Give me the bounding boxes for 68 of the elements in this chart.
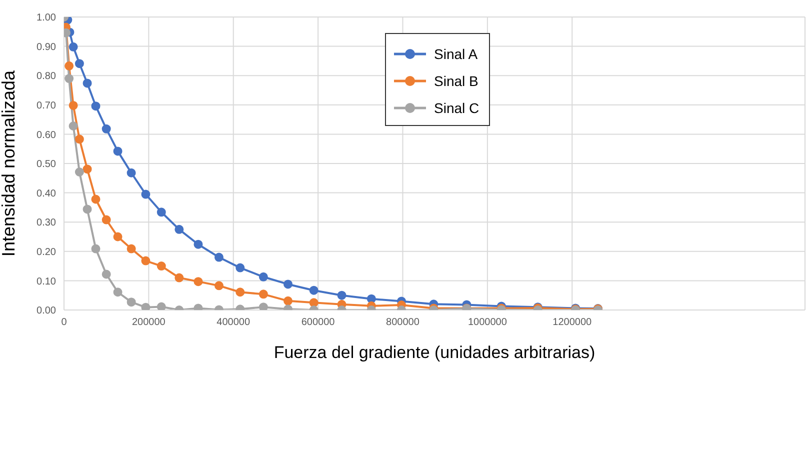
y-tick-label: 0.70	[36, 100, 56, 112]
point	[74, 134, 84, 144]
point	[113, 288, 122, 297]
legend-label: Sinal A	[434, 46, 478, 62]
point	[64, 74, 74, 84]
x-tick-label: 0	[61, 317, 68, 328]
point	[68, 100, 78, 110]
point	[337, 290, 346, 300]
point	[174, 273, 184, 282]
y-tick-label: 1.00	[36, 12, 56, 24]
point	[82, 164, 92, 174]
y-tick-label: 0.50	[36, 159, 56, 170]
point	[102, 215, 111, 224]
legend-label: Sinal C	[434, 100, 480, 116]
point	[236, 288, 245, 297]
point	[126, 298, 136, 307]
x-axis-title: Fuerza del gradiente (unidades arbitrarias)	[274, 343, 596, 362]
point	[82, 78, 92, 88]
x-tick-label: 1200000	[552, 317, 592, 328]
point	[113, 232, 122, 242]
point	[309, 286, 318, 295]
y-tick-label: 0.60	[36, 130, 56, 141]
y-tick-label: 0.30	[36, 218, 56, 229]
legend-label: Sinal B	[434, 72, 478, 88]
point	[156, 262, 166, 271]
point	[258, 302, 268, 310]
point	[194, 277, 203, 286]
point	[126, 244, 136, 254]
point	[102, 124, 111, 134]
x-tick-label: 600000	[301, 317, 336, 328]
point	[141, 256, 150, 266]
point	[174, 224, 184, 234]
point	[141, 190, 150, 199]
point	[91, 244, 100, 254]
point	[68, 42, 78, 52]
x-tick-label: 200000	[132, 317, 166, 328]
point	[82, 204, 92, 214]
y-tick-label: 0.20	[36, 246, 56, 258]
point	[91, 102, 100, 111]
point	[68, 121, 78, 130]
x-tick-label: 800000	[386, 317, 420, 328]
y-tick-label: 0.00	[36, 306, 56, 317]
point	[214, 252, 224, 262]
point	[214, 281, 224, 290]
point	[126, 168, 136, 178]
point	[258, 290, 268, 299]
point	[309, 298, 318, 308]
point	[74, 167, 84, 176]
point	[283, 280, 292, 289]
y-tick-label: 0.80	[36, 71, 56, 82]
point	[194, 240, 203, 249]
x-tick-label: 400000	[216, 317, 250, 328]
point	[102, 270, 111, 279]
point	[74, 59, 84, 68]
point	[141, 302, 150, 310]
point	[156, 302, 166, 310]
point	[283, 296, 292, 306]
x-tick-label: 1000000	[468, 317, 508, 328]
point	[258, 272, 268, 282]
y-tick-label: 0.10	[36, 276, 56, 288]
point	[236, 263, 245, 272]
point	[113, 146, 122, 156]
y-tick-label: 0.40	[36, 188, 56, 200]
point	[91, 194, 100, 204]
y-tick-label: 0.90	[36, 42, 56, 53]
point	[64, 61, 74, 70]
point	[156, 208, 166, 217]
y-axis-title: Intensidad normalizada	[0, 69, 18, 257]
